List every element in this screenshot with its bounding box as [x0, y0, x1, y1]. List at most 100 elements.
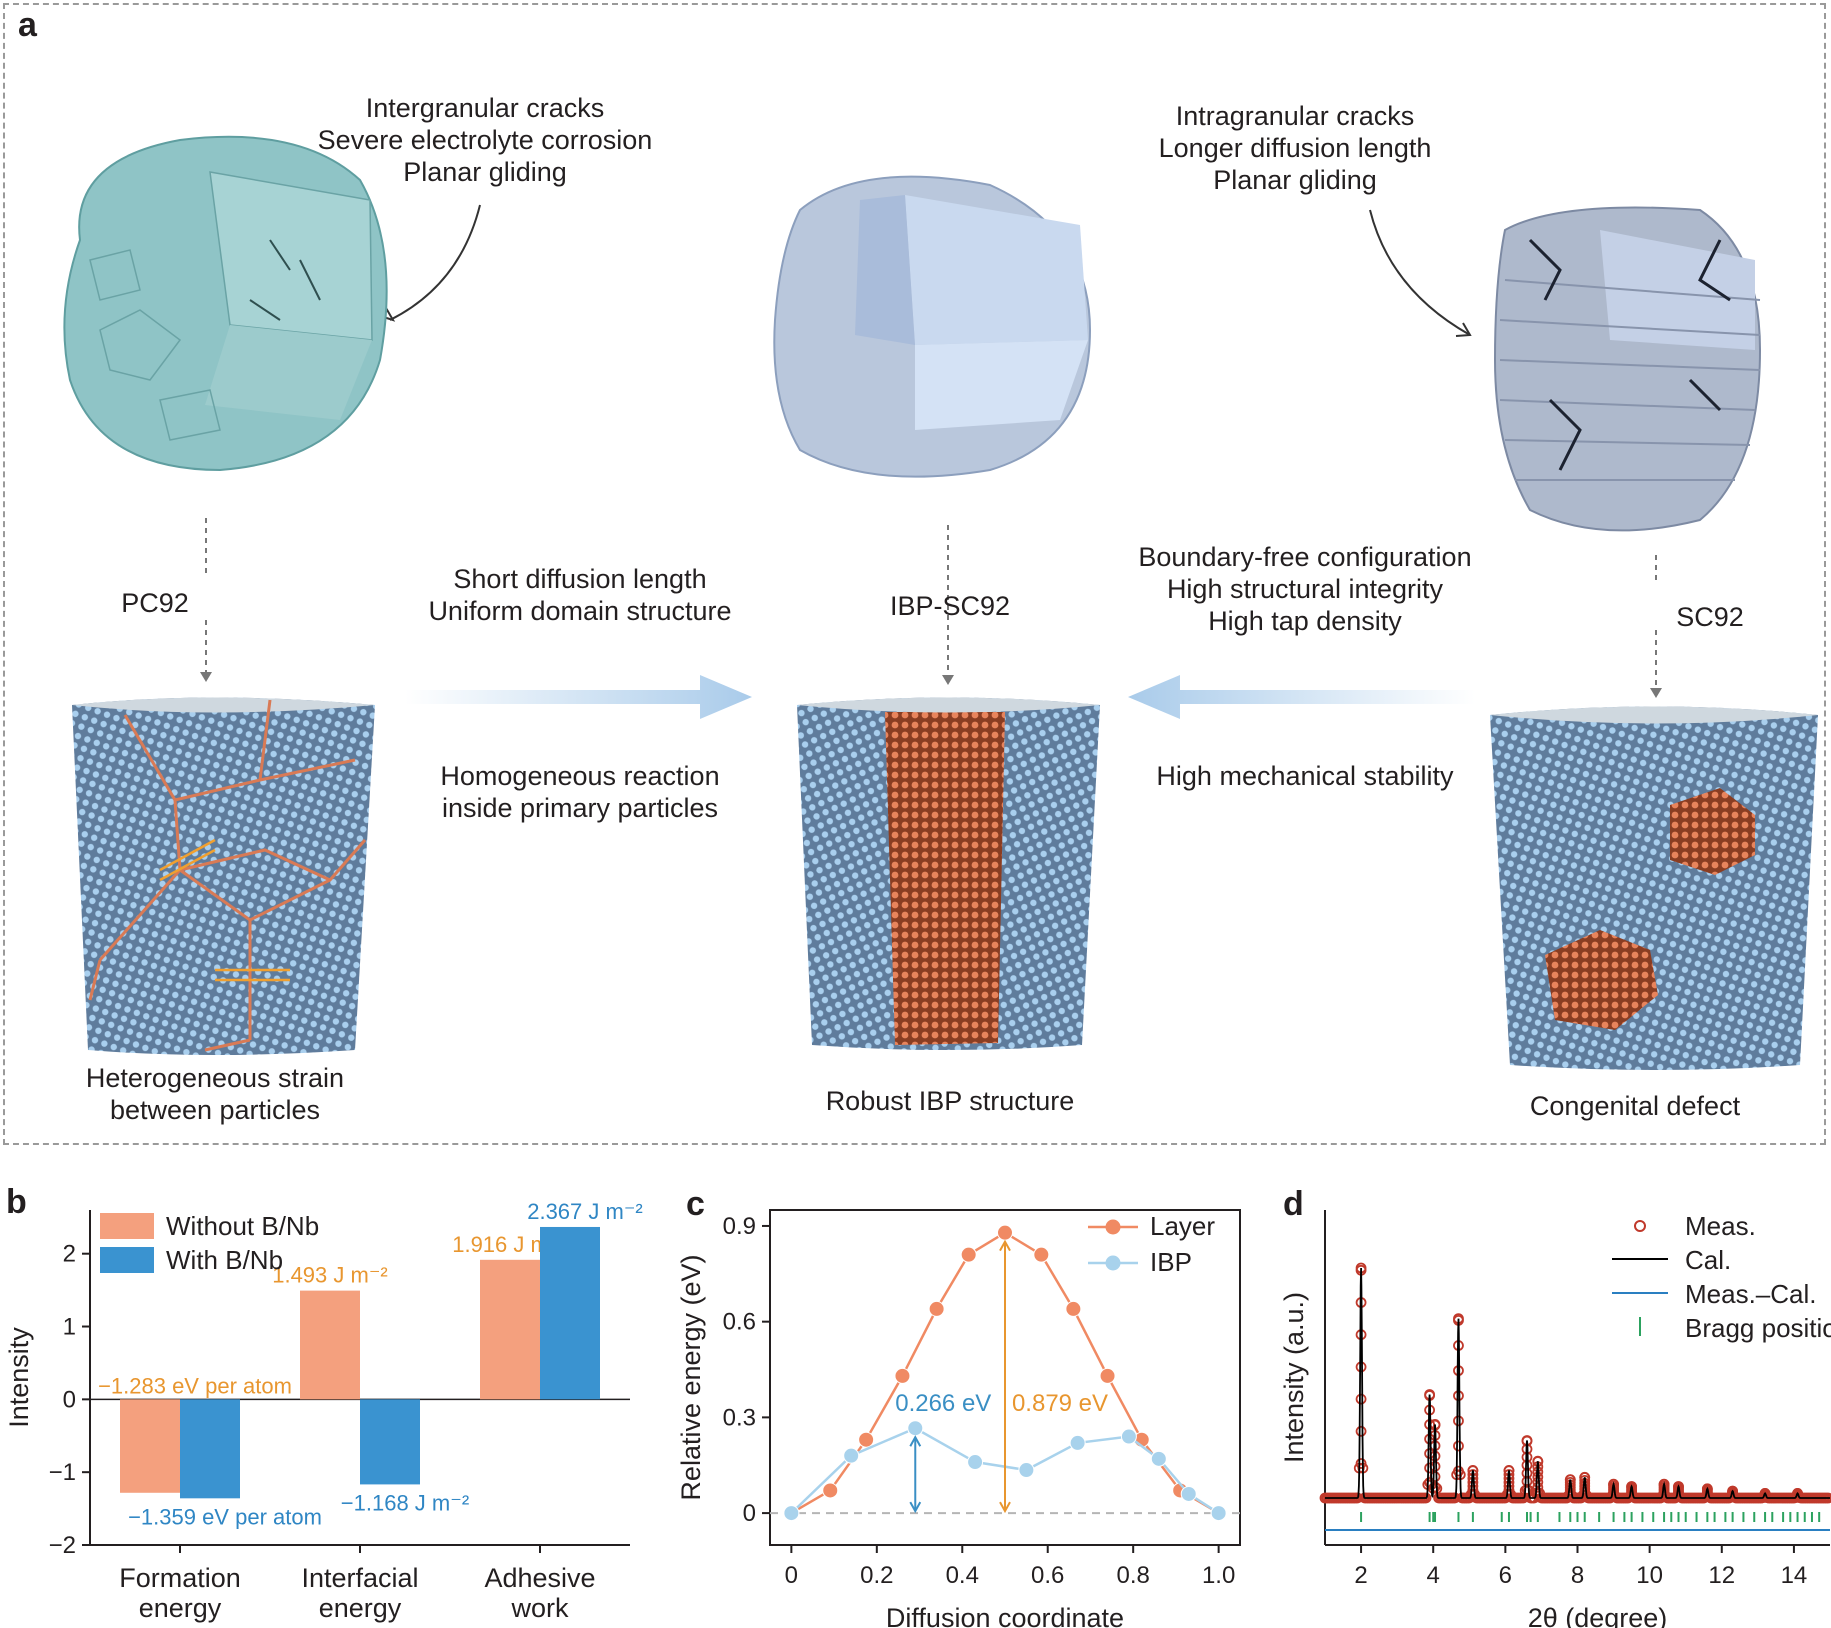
- calculated-line: [1325, 1267, 1830, 1499]
- x-axis-label: Diffusion coordinate: [886, 1603, 1124, 1628]
- x-tick-label: Interfacial energy: [301, 1563, 418, 1623]
- data-label: 2.367 J m⁻²: [527, 1199, 643, 1224]
- right-arrow-bottom-text: High mechanical stability: [1156, 761, 1454, 791]
- data-label: −1.168 J m⁻²: [341, 1490, 469, 1515]
- pc92-particle: [63, 135, 388, 472]
- meas-point: [1503, 1488, 1515, 1500]
- meas-point: [1521, 1483, 1533, 1495]
- pc92-caption: Intergranular cracks Severe electrolyte …: [317, 93, 653, 187]
- meas-point: [1521, 1467, 1533, 1479]
- meas-point: [1701, 1483, 1713, 1495]
- x-tick-label: 6: [1499, 1562, 1512, 1589]
- point-layer: [894, 1367, 911, 1384]
- panel-b-label: b: [6, 1183, 27, 1221]
- x-tick-label: Adhesive work: [484, 1563, 595, 1623]
- right-arrow-top-text: Boundary-free configuration High structu…: [1138, 542, 1472, 636]
- x-tick-label: 0: [785, 1562, 798, 1589]
- point-ibp: [843, 1447, 860, 1464]
- x-tick-label: 1.0: [1202, 1562, 1235, 1589]
- pc92-bottom-caption: Heterogeneous strain between particles: [85, 1063, 345, 1125]
- meas-point: [1453, 1465, 1464, 1477]
- meas-point: [1727, 1485, 1739, 1497]
- plot-frame: [769, 1209, 1241, 1546]
- meas-point: [1532, 1481, 1544, 1493]
- legend-label: Layer: [1150, 1211, 1215, 1241]
- legend-label: Meas.: [1685, 1211, 1756, 1241]
- y-axis-label: Intensity: [4, 1327, 34, 1428]
- meas-point: [1792, 1488, 1803, 1499]
- annotation-arrowhead: [999, 1239, 1011, 1252]
- point-ibp: [1180, 1485, 1197, 1502]
- point-layer: [997, 1224, 1013, 1241]
- x-tick-label: 0.4: [946, 1562, 979, 1589]
- annotation-label: 0.266 eV: [895, 1390, 991, 1417]
- point-ibp: [907, 1420, 924, 1437]
- legend-label: Bragg position: [1685, 1313, 1831, 1343]
- bar-without-b-nb: [480, 1259, 540, 1400]
- legend-marker: [1105, 1255, 1121, 1271]
- point-ibp: [1069, 1434, 1086, 1451]
- bar-with-b-nb: [540, 1226, 600, 1400]
- y-tick-label: 0.9: [723, 1213, 756, 1240]
- x-tick-label: 12: [1708, 1562, 1735, 1589]
- y-tick-label: 0.6: [723, 1309, 756, 1336]
- right-arrow: [1128, 675, 1475, 719]
- left-arrow-bottom-text: Homogeneous reaction inside primary part…: [440, 761, 720, 823]
- point-layer: [822, 1482, 839, 1499]
- data-label: 1.493 J m⁻²: [272, 1263, 388, 1288]
- series-line-ibp: [790, 1426, 1220, 1515]
- annotation-arrowhead: [909, 1501, 922, 1514]
- x-tick-label: 0.2: [860, 1562, 893, 1589]
- bar-with-b-nb: [180, 1399, 240, 1499]
- bar-without-b-nb: [300, 1290, 360, 1400]
- meas-point: [1759, 1488, 1771, 1499]
- meas-point: [1453, 1440, 1464, 1452]
- meas-point: [1532, 1487, 1544, 1498]
- x-tick-label: Formation energy: [119, 1563, 241, 1623]
- ibp-sc92-name: IBP-SC92: [889, 591, 1011, 621]
- annotation-label: 0.879 eV: [1012, 1390, 1108, 1417]
- point-layer: [858, 1431, 875, 1448]
- legend-label: Cal.: [1685, 1245, 1731, 1275]
- meas-point: [1355, 1393, 1367, 1405]
- y-tick-label: 2: [63, 1241, 76, 1268]
- legend-swatch: [100, 1247, 154, 1273]
- meas-point: [1521, 1475, 1533, 1487]
- sc92-particle: [1493, 206, 1762, 532]
- x-tick-label: 8: [1571, 1562, 1584, 1589]
- panel-a-label: a: [18, 6, 37, 44]
- panel-c-line-chart: 0 0.3 0.6 0.9 0 0.2 0.4 0.6 0.8 1.0 Diffusion coor…: [676, 1209, 1241, 1628]
- ibp-bottom-caption: Robust IBP structure: [825, 1086, 1075, 1116]
- annotation-arrowhead: [999, 1501, 1011, 1514]
- legend-marker: [1634, 1220, 1646, 1232]
- meas-point: [1503, 1484, 1515, 1496]
- meas-point: [1355, 1425, 1367, 1437]
- data-label: −1.283 eV per atom: [98, 1373, 292, 1398]
- point-ibp: [967, 1454, 984, 1471]
- meas-point: [1453, 1390, 1464, 1402]
- point-layer: [1065, 1300, 1082, 1317]
- panel-b-bar-chart: −2 −1 0 1 2 Intensity Formation energy −1.283 eV…: [4, 1199, 643, 1623]
- point-layer: [928, 1300, 945, 1317]
- x-tick-label: 2: [1354, 1562, 1367, 1589]
- annotation-arrowhead: [909, 1435, 922, 1447]
- sc92-caption: Intragranular cracks Longer diffusion le…: [1158, 101, 1432, 195]
- left-arrow: [405, 675, 752, 719]
- bar-without-b-nb: [120, 1399, 180, 1493]
- ibp-lattice-block: [797, 697, 1100, 1050]
- panel-d-xrd-chart: 2 4 6 8 10 12 14 2θ (degree) Intensity (a.u.) Mea…: [1279, 1210, 1831, 1628]
- legend-label: Without B/Nb: [166, 1211, 319, 1241]
- panel-d-label: d: [1283, 1185, 1304, 1223]
- y-axis-label: Intensity (a.u.): [1279, 1292, 1309, 1463]
- point-ibp: [783, 1505, 800, 1522]
- legend-marker: [1105, 1219, 1121, 1235]
- x-axis-label: 2θ (degree): [1528, 1603, 1668, 1628]
- legend-label: With B/Nb: [166, 1245, 283, 1275]
- sc92-name: SC92: [1676, 602, 1744, 632]
- data-label: −1.359 eV per atom: [128, 1504, 322, 1529]
- sc92-bottom-caption: Congenital defect: [1529, 1091, 1741, 1121]
- y-tick-label: −2: [49, 1532, 76, 1559]
- point-layer: [960, 1246, 977, 1263]
- point-ibp: [1018, 1462, 1035, 1479]
- panel-a-illustration: [63, 135, 1818, 1070]
